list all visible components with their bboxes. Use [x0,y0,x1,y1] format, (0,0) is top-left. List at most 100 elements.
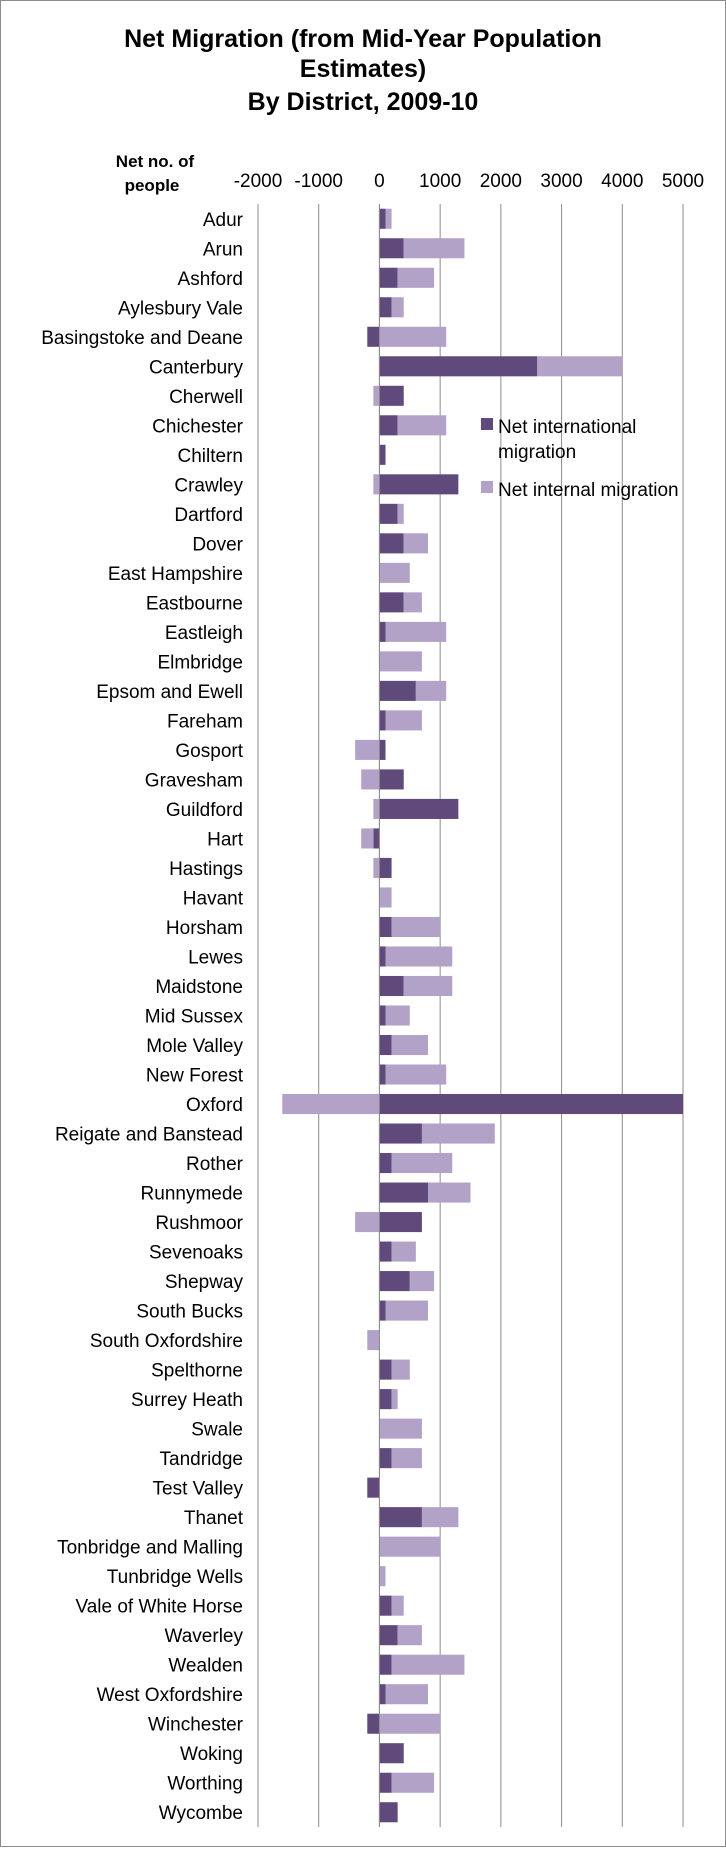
category-label: Havant [183,888,244,909]
bar-internal [397,415,447,436]
x-tick-label: 5000 [662,171,704,192]
legend-label-international-line-1: Net international [498,417,636,438]
bar-internal [391,1153,453,1174]
bar-international [379,1064,386,1085]
bar-international [379,1271,410,1292]
bar-internal [355,739,380,760]
bar-internal [385,621,447,642]
bar-internal [385,710,422,731]
category-label: Spelthorne [151,1361,243,1382]
category-label: Oxford [186,1095,243,1116]
bar-international [379,1595,392,1616]
bar-internal [373,474,380,495]
category-label: Mid Sussex [145,1007,244,1028]
bar-international [379,267,398,288]
category-label: Sevenoaks [149,1243,243,1264]
x-tick-label: 4000 [601,171,643,192]
category-label: Tonbridge and Malling [57,1538,243,1559]
category-label: Aylesbury Vale [118,298,243,319]
bar-international [379,739,386,760]
bar-internal [379,1713,441,1734]
legend: Net international migration Net internal… [481,417,679,501]
category-label: Canterbury [149,357,243,378]
bar-internal [403,592,422,613]
category-label: Hart [207,829,244,850]
bar-internal [391,1389,398,1410]
bar-internal [397,1625,422,1646]
bar-international [379,1034,392,1056]
category-label: Chichester [152,416,243,437]
bar-internal [379,326,447,347]
bar-internal [397,267,435,288]
x-tick-label: -2000 [234,171,283,192]
category-label: Winchester [148,1715,244,1736]
legend-label-international-line-2: migration [498,442,576,463]
bar-internal [379,887,392,908]
category-label: Woking [180,1744,243,1765]
bar-international [379,1802,398,1823]
bar-internal [391,1772,435,1793]
category-label: Hastings [169,859,243,880]
bar-international [379,769,404,790]
bar-internal [379,1418,422,1439]
category-label: Eastbourne [146,593,243,614]
bar-international [379,503,398,524]
category-label: Worthing [167,1774,243,1795]
category-label: Maidstone [155,977,243,998]
bar-internal [355,1212,380,1233]
category-label: Mole Valley [146,1036,243,1057]
bar-internal [385,1005,410,1026]
bar-internal [415,680,447,701]
chart-title-line-2: Estimates) [300,55,426,83]
bar-international [379,1182,428,1203]
category-label: Horsham [166,918,243,939]
category-label: Arun [203,239,243,260]
bar-international [379,710,386,731]
category-label: West Oxfordshire [97,1685,243,1706]
bar-international [379,1212,422,1233]
category-label: Eastleigh [165,623,243,644]
category-label: Wealden [168,1656,243,1677]
category-label: Reigate and Banstead [55,1125,243,1146]
chart-title-line-3: By District, 2009-10 [248,88,479,116]
axis-label-line-2: people [125,176,180,195]
category-label: New Forest [146,1066,244,1087]
bar-internal [403,533,428,554]
bar-internal [421,1123,495,1144]
x-tick-label: 2000 [480,171,522,192]
x-tick-label: 3000 [540,171,582,192]
bar-international [379,208,386,229]
bar-international [379,444,386,465]
bar-internal [367,1330,380,1351]
bar-international [379,680,416,701]
bar-internal [391,1359,410,1380]
bar-international [379,356,538,377]
bar-international [379,1241,392,1262]
bar-international [379,1389,392,1410]
bar-internal [537,356,623,377]
category-label: Tandridge [160,1449,243,1470]
legend-label-internal: Net internal migration [498,480,679,501]
bar-international [379,1005,386,1026]
category-label: Crawley [174,475,243,496]
bar-international [367,326,380,347]
bar-international [379,592,404,613]
bar-international [379,415,398,436]
category-label: Cherwell [169,387,243,408]
category-label: Waverley [165,1626,244,1647]
bar-internal [391,1241,416,1262]
category-label: Tunbridge Wells [107,1567,243,1588]
gridlines [257,204,684,1827]
category-label: Dartford [174,505,243,526]
bar-internal [391,916,441,938]
bar-internal [385,1684,428,1705]
category-label: Epsom and Ewell [96,682,243,703]
bar-international [379,916,392,938]
category-label: Basingstoke and Deane [41,328,243,349]
category-label: Adur [203,210,244,231]
bar-international [367,1713,380,1734]
category-label: Thanet [184,1508,244,1529]
legend-swatch-international [481,418,493,430]
category-label: South Oxfordshire [90,1331,243,1352]
